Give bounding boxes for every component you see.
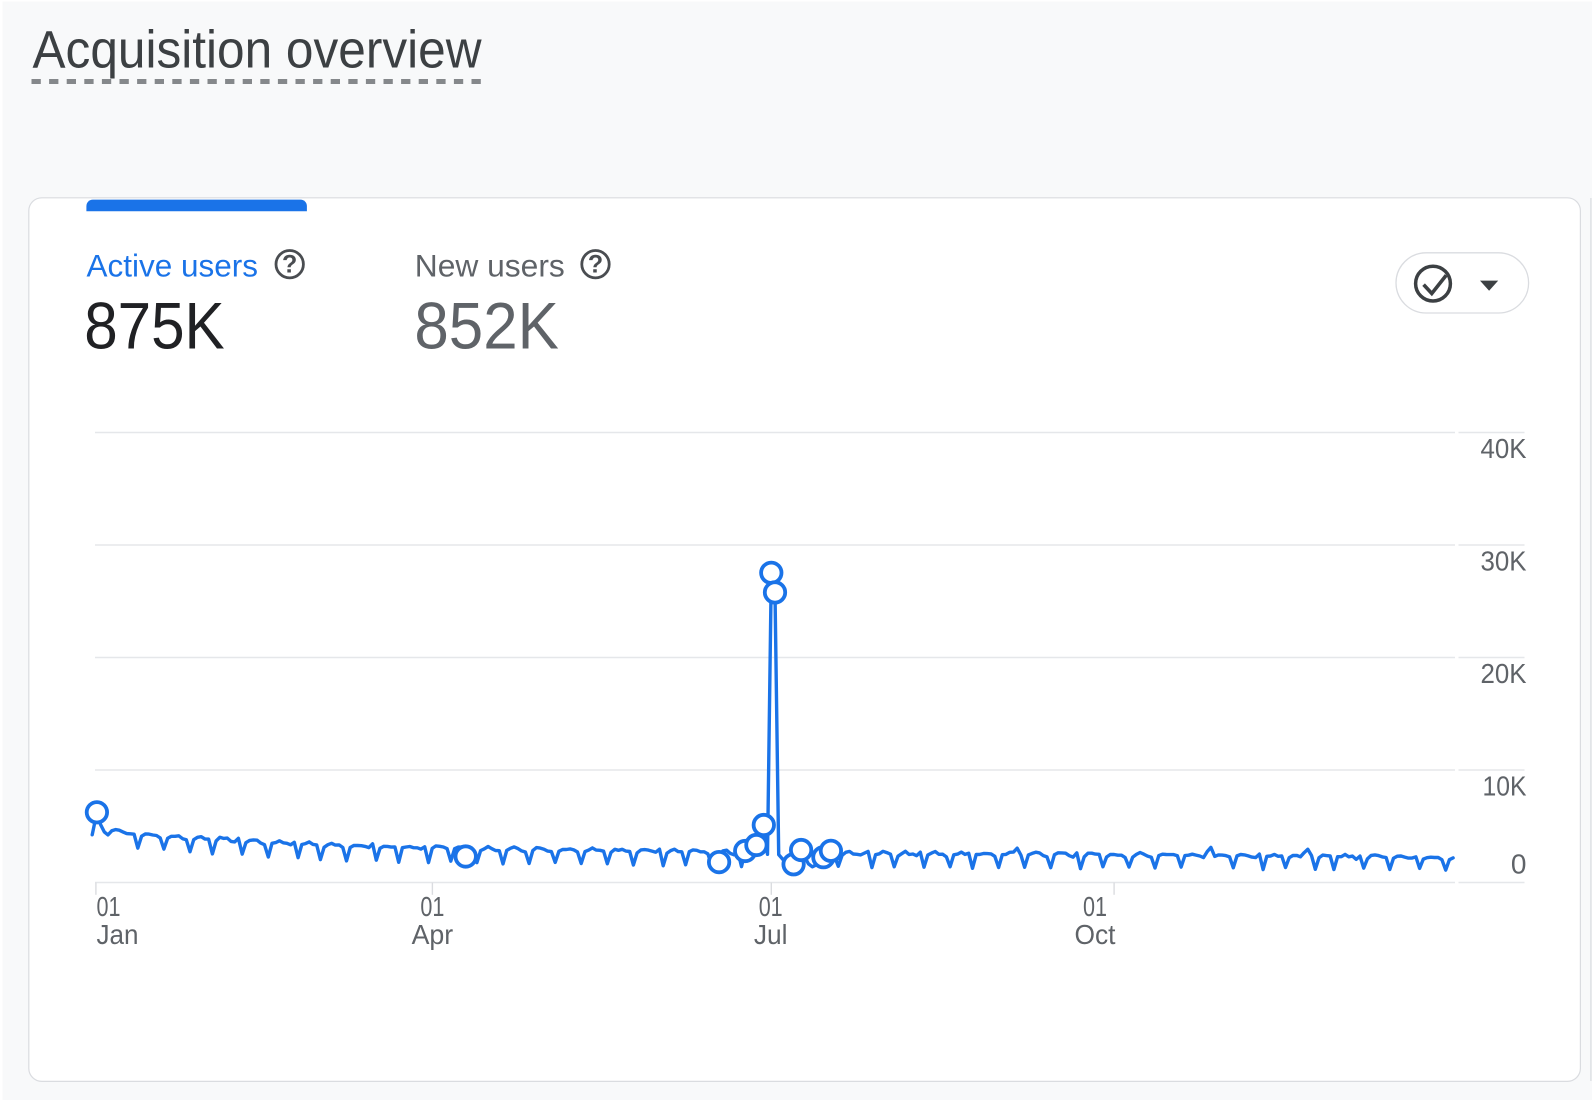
svg-text:Active users: Active users — [87, 248, 259, 284]
svg-text:10K: 10K — [1483, 771, 1527, 802]
svg-text:852K: 852K — [414, 290, 559, 363]
svg-text:20K: 20K — [1481, 658, 1527, 689]
svg-text:Oct: Oct — [1075, 919, 1116, 950]
svg-text:0: 0 — [1511, 849, 1527, 880]
svg-text:Jan: Jan — [97, 919, 139, 950]
svg-text:01: 01 — [1083, 891, 1107, 922]
svg-text:875K: 875K — [84, 290, 225, 363]
svg-text:?: ? — [282, 251, 297, 279]
svg-text:40K: 40K — [1481, 433, 1527, 464]
svg-text:Jul: Jul — [754, 919, 788, 950]
svg-text:01: 01 — [420, 891, 444, 922]
svg-text:New users: New users — [415, 248, 565, 284]
svg-text:01: 01 — [97, 891, 121, 922]
svg-text:30K: 30K — [1481, 546, 1527, 577]
svg-text:01: 01 — [759, 891, 783, 922]
svg-text:Acquisition overview: Acquisition overview — [33, 21, 483, 80]
svg-text:?: ? — [588, 251, 603, 279]
svg-text:Apr: Apr — [412, 919, 454, 950]
